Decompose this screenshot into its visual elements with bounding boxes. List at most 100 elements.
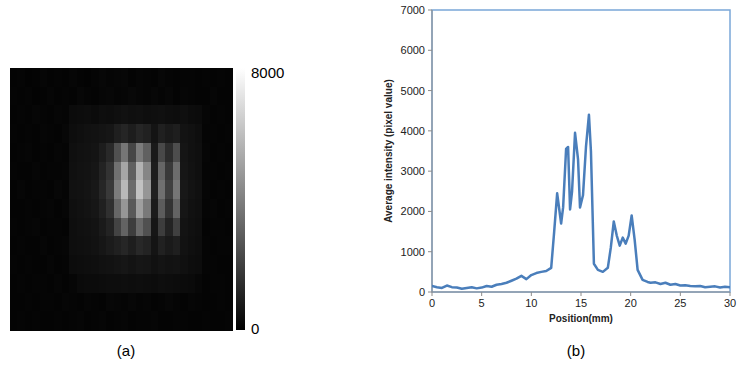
heatmap-cell	[91, 68, 99, 87]
heatmap-cell	[114, 124, 122, 143]
heatmap-cell	[84, 236, 92, 255]
heatmap-cell	[47, 199, 55, 218]
heatmap-cell	[17, 199, 25, 218]
heatmap-cell	[128, 311, 136, 330]
heatmap-cell	[84, 68, 92, 87]
heatmap-cell	[47, 311, 55, 330]
heatmap-cell	[91, 293, 99, 312]
heatmap-cell	[17, 180, 25, 199]
heatmap-cell	[143, 255, 151, 274]
panel-caption: (a)	[117, 342, 135, 359]
heatmap-cell	[143, 68, 151, 87]
heatmap-cell	[143, 274, 151, 293]
heatmap-cell	[10, 236, 18, 255]
heatmap-cell	[114, 162, 122, 181]
heatmap-cell	[143, 311, 151, 330]
heatmap-cell	[188, 105, 196, 124]
heatmap-cell	[91, 143, 99, 162]
heatmap-cell	[158, 311, 166, 330]
heatmap-cell	[114, 218, 122, 237]
heatmap-cell	[40, 68, 48, 87]
x-axis-title: Position(mm)	[549, 313, 613, 324]
heatmap-cell	[106, 293, 114, 312]
heatmap-cell	[47, 105, 55, 124]
heatmap-cell	[91, 274, 99, 293]
heatmap-cell	[128, 124, 136, 143]
heatmap-cell	[62, 236, 70, 255]
heatmap-cell	[54, 143, 62, 162]
heatmap-cell	[202, 311, 210, 330]
heatmap-cell	[25, 180, 33, 199]
heatmap-cell	[158, 87, 166, 106]
heatmap-cell	[173, 180, 181, 199]
heatmap-cell	[54, 162, 62, 181]
heatmap-cell	[114, 68, 122, 87]
heatmap-cell	[158, 255, 166, 274]
heatmap-cell	[121, 255, 129, 274]
heatmap-cell	[91, 255, 99, 274]
heatmap-cell	[143, 236, 151, 255]
heatmap-cell	[25, 274, 33, 293]
heatmap-cell	[180, 218, 188, 237]
heatmap-cell	[210, 293, 218, 312]
heatmap-cell	[69, 293, 77, 312]
heatmap-cell	[84, 105, 92, 124]
heatmap-cell	[188, 162, 196, 181]
heatmap-cell	[25, 68, 33, 87]
heatmap-cell	[114, 293, 122, 312]
heatmap-cell	[84, 199, 92, 218]
heatmap-cell	[62, 87, 70, 106]
heatmap-cell	[136, 218, 144, 237]
heatmap-cell	[151, 236, 159, 255]
heatmap-cell	[195, 180, 203, 199]
heatmap-cell	[47, 293, 55, 312]
heatmap-cell	[217, 311, 225, 330]
heatmap-cell	[151, 274, 159, 293]
heatmap-cell	[69, 68, 77, 87]
colorbar	[236, 68, 245, 330]
heatmap-cell	[54, 218, 62, 237]
heatmap-cell	[69, 311, 77, 330]
heatmap-cell	[62, 274, 70, 293]
heatmap-cell	[210, 199, 218, 218]
heatmap-cell	[84, 293, 92, 312]
heatmap-cell	[91, 236, 99, 255]
heatmap-cell	[54, 255, 62, 274]
heatmap-cell	[210, 236, 218, 255]
heatmap-cell	[121, 293, 129, 312]
heatmap-cell	[62, 218, 70, 237]
heatmap-cell	[121, 311, 129, 330]
heatmap-cell	[165, 293, 173, 312]
heatmap-cell	[210, 87, 218, 106]
heatmap-cell	[25, 255, 33, 274]
heatmap-cell	[202, 162, 210, 181]
heatmap-cell	[202, 236, 210, 255]
heatmap-cell	[202, 124, 210, 143]
heatmap-cell	[17, 143, 25, 162]
heatmap-cell	[114, 274, 122, 293]
heatmap-cell	[40, 255, 48, 274]
heatmap-cell	[106, 311, 114, 330]
heatmap-cell	[114, 105, 122, 124]
heatmap-cell	[151, 87, 159, 106]
x-tick-label: 15	[575, 297, 587, 309]
y-tick-label: 2000	[401, 205, 425, 217]
heatmap-cell	[202, 218, 210, 237]
heatmap-cell	[128, 293, 136, 312]
heatmap-cell	[165, 124, 173, 143]
heatmap-cell	[10, 274, 18, 293]
heatmap-cell	[10, 255, 18, 274]
heatmap-cell	[62, 311, 70, 330]
heatmap-cell	[225, 105, 233, 124]
heatmap-cell	[99, 162, 107, 181]
heatmap-cell	[91, 105, 99, 124]
heatmap-cell	[69, 105, 77, 124]
y-tick-label: 3000	[401, 165, 425, 177]
heatmap-cell	[180, 180, 188, 199]
heatmap-cell	[173, 162, 181, 181]
heatmap-cell	[151, 293, 159, 312]
heatmap-cell	[69, 143, 77, 162]
heatmap-cell	[225, 236, 233, 255]
heatmap-cell	[106, 68, 114, 87]
heatmap-cell	[69, 274, 77, 293]
